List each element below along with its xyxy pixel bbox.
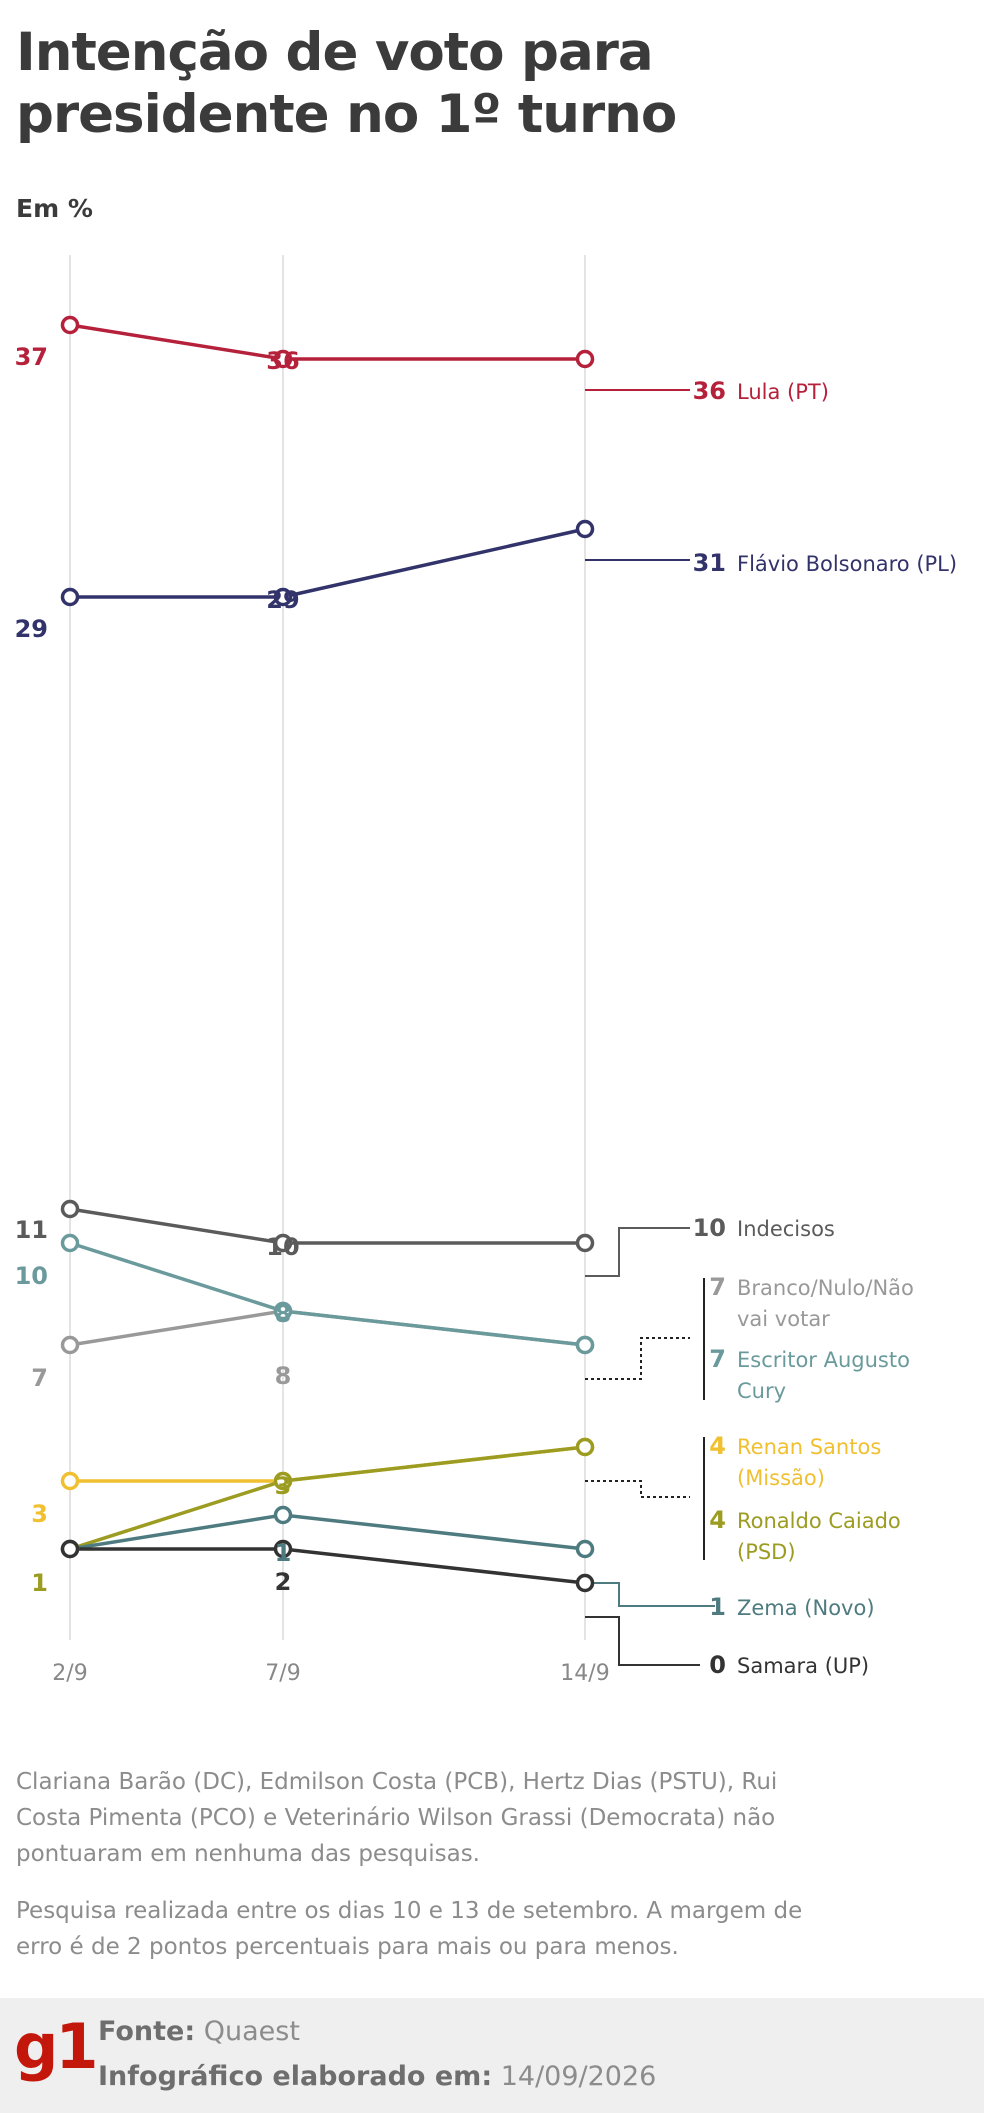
point-value-label: 3 <box>275 1472 292 1500</box>
series-line-3 <box>69 1207 585 1245</box>
legend-label: Zema (Novo) <box>737 1596 875 1620</box>
data-point <box>273 1233 293 1253</box>
data-point <box>60 315 80 335</box>
legend-value: 1 <box>709 1593 726 1621</box>
data-point <box>273 1539 293 1559</box>
source-line: Fonte: Quaest <box>98 2016 300 2047</box>
unit-label: Em % <box>16 194 93 223</box>
data-point <box>575 349 595 369</box>
leader-line-3 <box>585 1227 690 1277</box>
series-line-8 <box>69 1513 586 1551</box>
legend-value: 7 <box>709 1345 726 1373</box>
data-point <box>60 1471 80 1491</box>
legend-value: 7 <box>709 1273 726 1301</box>
legend-value: 4 <box>709 1432 726 1460</box>
legend-value: 4 <box>709 1506 726 1534</box>
x-tick-label: 7/9 <box>265 1661 300 1686</box>
point-value-label: 37 <box>15 343 48 371</box>
note-candidates: Clariana Barão (DC), Edmilson Costa (PCB… <box>16 1769 778 1867</box>
point-value-label: 3 <box>31 1500 48 1528</box>
leader-line-5 <box>585 1337 690 1380</box>
series-line-5 <box>69 1241 586 1347</box>
data-point <box>60 587 80 607</box>
g1-logo: g1 <box>14 2010 99 2083</box>
data-point <box>273 1471 293 1491</box>
series-line-2 <box>70 527 586 599</box>
data-point <box>575 519 595 539</box>
data-point <box>273 587 293 607</box>
data-point <box>575 1233 595 1253</box>
series-line-7 <box>69 1445 586 1551</box>
chart-title: Intenção de voto para presidente no 1º t… <box>16 22 677 145</box>
date-line: Infográfico elaborado em: 14/09/2026 <box>98 2061 656 2092</box>
point-value-label: 36 <box>266 347 299 375</box>
data-point <box>60 1335 80 1355</box>
data-point <box>575 1437 595 1457</box>
data-point <box>575 1539 595 1559</box>
leader-line-6 <box>585 1582 715 1607</box>
point-value-label: 1 <box>31 1569 48 1597</box>
legend-label: Escritor Augusto Cury <box>737 1348 910 1403</box>
legend-label: Lula (PT) <box>737 380 829 404</box>
legend-value: 0 <box>709 1651 726 1679</box>
note-methodology: Pesquisa realizada entre os dias 10 e 13… <box>16 1898 803 1960</box>
source-value: Quaest <box>203 2016 300 2047</box>
date-value: 14/09/2026 <box>500 2061 657 2092</box>
footer: g1 Fonte: Quaest Infográfico elaborado e… <box>0 1998 984 2113</box>
point-value-label: 1 <box>275 1539 292 1567</box>
point-value-label: 8 <box>275 1300 292 1328</box>
legend-label: Branco/Nulo/Não vai votar <box>737 1276 914 1331</box>
legend-label: Ronaldo Caiado (PSD) <box>737 1509 901 1564</box>
legend-label: Samara (UP) <box>737 1654 869 1678</box>
series-line-9 <box>70 1547 586 1585</box>
point-value-label: 29 <box>15 615 48 643</box>
leader-line-4 <box>585 1480 690 1498</box>
data-point <box>575 1335 595 1355</box>
x-tick-label: 14/9 <box>560 1661 609 1686</box>
source-label: Fonte: <box>98 2016 196 2047</box>
x-tick-label: 2/9 <box>52 1661 87 1686</box>
data-point <box>273 1301 293 1321</box>
point-value-label: 2 <box>275 1568 292 1596</box>
point-value-label: 7 <box>31 1364 48 1392</box>
legend-label: Indecisos <box>737 1217 835 1241</box>
point-value-label: 29 <box>266 586 299 614</box>
legend-value: 36 <box>693 377 726 405</box>
data-point <box>60 1199 80 1219</box>
legend-label: Flávio Bolsonaro (PL) <box>737 552 957 576</box>
data-point <box>60 1233 80 1253</box>
series-line-1 <box>69 323 585 361</box>
legend-label: Renan Santos (Missão) <box>737 1435 881 1490</box>
date-label: Infográfico elaborado em: <box>98 2061 493 2092</box>
data-point <box>575 1573 595 1593</box>
data-point <box>273 349 293 369</box>
data-point <box>273 1505 293 1525</box>
data-point <box>60 1539 80 1559</box>
point-value-label: 10 <box>15 1262 48 1290</box>
point-value-label: 11 <box>15 1216 48 1244</box>
legend-value: 31 <box>693 549 726 577</box>
point-value-label: 8 <box>275 1362 292 1390</box>
leader-line-7 <box>585 1616 700 1666</box>
legend-value: 10 <box>693 1214 726 1242</box>
point-value-label: 10 <box>266 1233 299 1261</box>
